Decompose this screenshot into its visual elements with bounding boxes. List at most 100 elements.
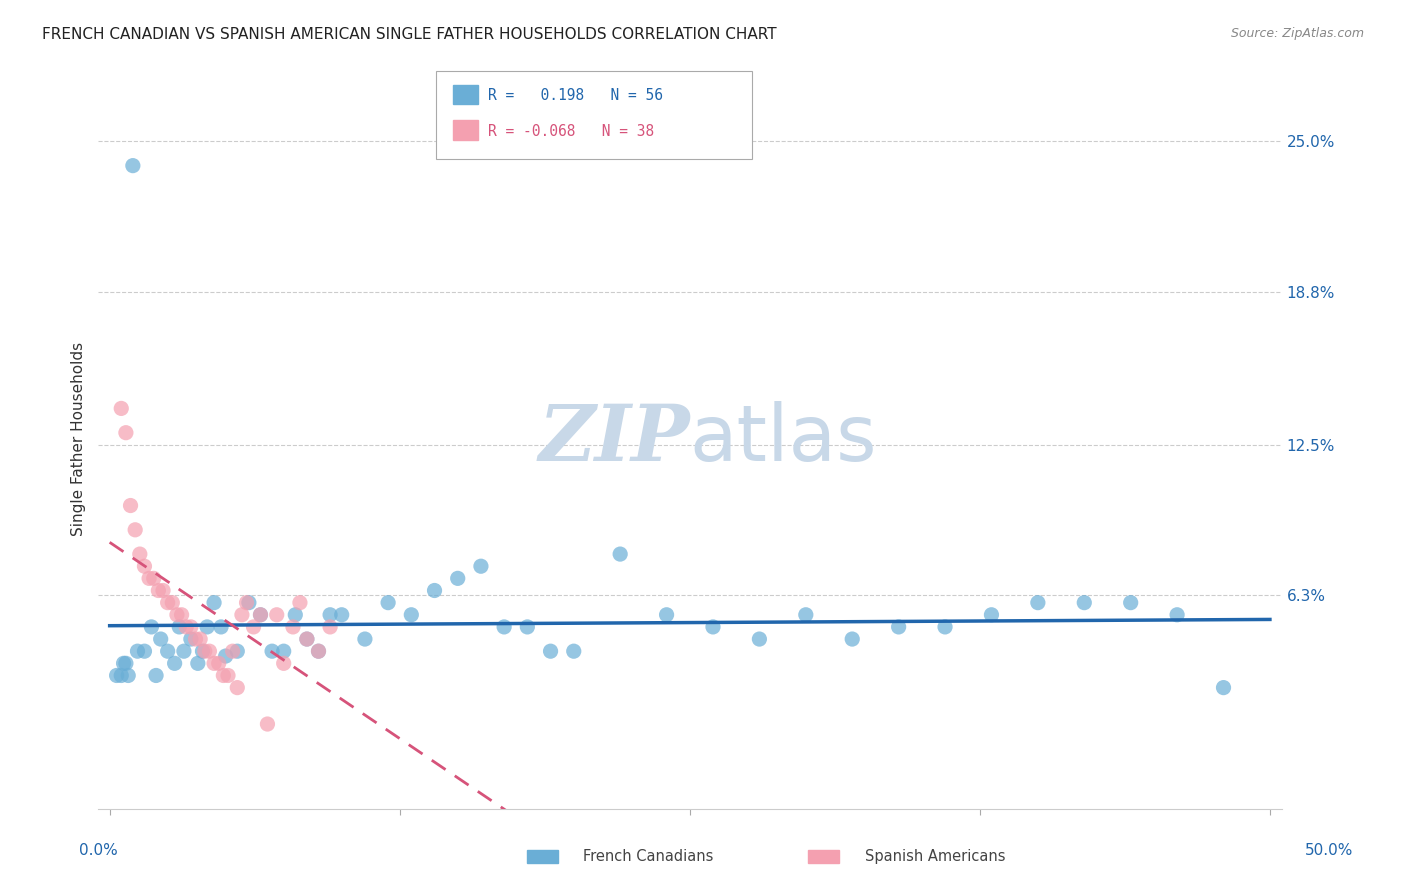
Point: [195, 620, 218, 634]
Point: [162, 596, 184, 610]
Point: [163, 657, 186, 671]
Point: [173, 644, 195, 658]
Point: [167, 620, 190, 634]
Point: [249, 607, 271, 622]
Point: [149, 632, 172, 646]
Point: [115, 657, 138, 671]
Point: [134, 644, 156, 658]
Point: [117, 668, 139, 682]
Point: [187, 657, 209, 671]
Point: [288, 596, 311, 610]
Point: [138, 571, 160, 585]
Point: [166, 607, 188, 622]
Point: [156, 596, 179, 610]
Point: [655, 607, 678, 622]
Point: [134, 559, 156, 574]
Point: [256, 717, 278, 731]
Text: Spanish Americans: Spanish Americans: [865, 849, 1005, 863]
Point: [194, 644, 217, 658]
Point: [980, 607, 1002, 622]
Point: [1073, 596, 1095, 610]
Point: [184, 632, 207, 646]
Point: [273, 644, 295, 658]
Y-axis label: Single Father Households: Single Father Households: [72, 342, 86, 536]
Point: [110, 401, 132, 416]
Point: [266, 607, 288, 622]
Point: [221, 644, 243, 658]
Point: [231, 607, 253, 622]
Point: [242, 620, 264, 634]
Point: [273, 657, 295, 671]
Point: [319, 620, 342, 634]
Point: [1212, 681, 1234, 695]
Point: [330, 607, 353, 622]
Point: [1166, 607, 1188, 622]
Text: Source: ZipAtlas.com: Source: ZipAtlas.com: [1230, 27, 1364, 40]
Point: [262, 644, 284, 658]
Point: [308, 644, 330, 658]
Point: [124, 523, 146, 537]
Point: [209, 620, 232, 634]
Point: [174, 620, 197, 634]
Point: [170, 607, 193, 622]
Point: [112, 657, 135, 671]
Point: [110, 668, 132, 682]
Point: [702, 620, 724, 634]
Text: 50.0%: 50.0%: [1305, 843, 1353, 858]
Point: [470, 559, 492, 574]
Point: [423, 583, 446, 598]
Point: [226, 644, 249, 658]
Point: [308, 644, 330, 658]
Point: [1119, 596, 1142, 610]
Point: [180, 632, 202, 646]
Point: [127, 644, 149, 658]
Point: [238, 596, 260, 610]
Point: [562, 644, 585, 658]
Point: [180, 620, 202, 634]
Point: [284, 607, 307, 622]
Point: [226, 681, 249, 695]
Point: [208, 657, 231, 671]
Point: [249, 607, 271, 622]
Point: [217, 668, 239, 682]
Point: [128, 547, 150, 561]
Point: [609, 547, 631, 561]
Point: [401, 607, 423, 622]
Point: [105, 668, 128, 682]
Point: [202, 657, 225, 671]
Point: [115, 425, 138, 440]
Point: [148, 583, 170, 598]
Point: [121, 159, 143, 173]
Point: [540, 644, 562, 658]
Point: [1026, 596, 1049, 610]
Point: [516, 620, 538, 634]
Text: atlas: atlas: [690, 401, 877, 476]
Point: [494, 620, 516, 634]
Point: [794, 607, 817, 622]
Point: [281, 620, 304, 634]
Text: 0.0%: 0.0%: [79, 843, 118, 858]
Point: [354, 632, 377, 646]
Point: [120, 499, 142, 513]
Point: [295, 632, 318, 646]
Point: [198, 644, 221, 658]
Text: R =   0.198   N = 56: R = 0.198 N = 56: [488, 88, 662, 103]
Point: [377, 596, 399, 610]
Point: [235, 596, 257, 610]
Point: [212, 668, 235, 682]
Point: [887, 620, 910, 634]
Point: [748, 632, 770, 646]
Point: [152, 583, 174, 598]
Point: [202, 596, 225, 610]
Point: [447, 571, 470, 585]
Point: [319, 607, 342, 622]
Text: FRENCH CANADIAN VS SPANISH AMERICAN SINGLE FATHER HOUSEHOLDS CORRELATION CHART: FRENCH CANADIAN VS SPANISH AMERICAN SING…: [42, 27, 776, 42]
Point: [191, 644, 214, 658]
Point: [142, 571, 165, 585]
Point: [934, 620, 956, 634]
Point: [215, 648, 238, 663]
Point: [188, 632, 211, 646]
Text: French Canadians: French Canadians: [583, 849, 714, 863]
Text: R = -0.068   N = 38: R = -0.068 N = 38: [488, 124, 654, 138]
Point: [841, 632, 863, 646]
